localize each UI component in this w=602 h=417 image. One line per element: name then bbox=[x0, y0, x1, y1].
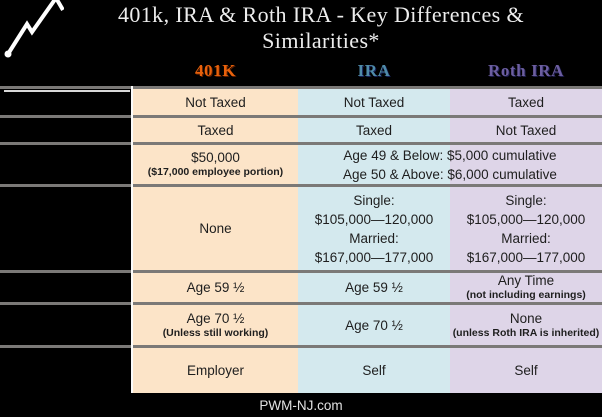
cell-main-text: None bbox=[509, 310, 543, 326]
row-label-redacted bbox=[0, 89, 133, 115]
cell-r7-401k: Employer bbox=[133, 348, 298, 393]
row-label-redacted bbox=[0, 273, 133, 302]
cell-r1-roth: Taxed bbox=[450, 89, 602, 115]
page-title: 401k, IRA & Roth IRA - Key Differences &… bbox=[117, 1, 525, 53]
cell-r7-ira: Self bbox=[298, 348, 450, 393]
cell-r7-roth: Self bbox=[450, 348, 602, 393]
merged-cell-text: Age 49 & Below: $5,000 cumulative Age 50… bbox=[343, 147, 557, 182]
table-row-income-limits: None Single: $105,000—120,000 Married: $… bbox=[0, 184, 602, 270]
table-row-contribution-limits: $50,000 ($17,000 employee portion) Age 4… bbox=[0, 142, 602, 184]
row-label-redacted bbox=[0, 145, 133, 184]
cell-r2-roth: Not Taxed bbox=[450, 118, 602, 142]
cell-r3-401k: $50,000 ($17,000 employee portion) bbox=[133, 145, 298, 184]
cell-r6-ira: Age 70 ½ bbox=[298, 305, 450, 345]
cell-r4-ira: Single: $105,000—120,000 Married: $167,0… bbox=[298, 187, 450, 270]
cell-r5-ira: Age 59 ½ bbox=[298, 273, 450, 302]
cell-r6-401k: Age 70 ½ (Unless still working) bbox=[133, 305, 298, 345]
cell-sub-text: (unless Roth IRA is inherited) bbox=[452, 326, 600, 339]
cell-sub-text: (not including earnings) bbox=[466, 289, 586, 301]
merged-cell-backgrounds bbox=[298, 145, 602, 184]
table-row-required-distributions: Age 70 ½ (Unless still working) Age 70 ½… bbox=[0, 302, 602, 345]
table-row-sponsor: Employer Self Self bbox=[0, 345, 602, 393]
website-text: PWM-NJ.com bbox=[259, 397, 343, 413]
table-row-tax-contributions: Not Taxed Not Taxed Taxed bbox=[0, 86, 602, 115]
row-label-redacted bbox=[0, 305, 133, 345]
cell-r4-roth: Single: $105,000—120,000 Married: $167,0… bbox=[450, 187, 602, 270]
cell-sub-text: (Unless still working) bbox=[162, 326, 269, 339]
cell-r4-401k: None bbox=[133, 187, 298, 270]
table-row-withdrawal-age: Age 59 ½ Age 59 ½ Any Time (not includin… bbox=[0, 270, 602, 302]
column-header-401k: 401K bbox=[194, 60, 237, 80]
cell-sub-text: ($17,000 employee portion) bbox=[147, 166, 284, 178]
cell-r2-401k: Taxed bbox=[133, 118, 298, 142]
column-headers: 401K IRA Roth IRA bbox=[0, 55, 602, 86]
row-label-redacted bbox=[0, 118, 133, 142]
table-row-tax-withdrawals: Taxed Taxed Not Taxed bbox=[0, 115, 602, 142]
cell-r1-ira: Not Taxed bbox=[298, 89, 450, 115]
row-label-redacted bbox=[0, 348, 133, 393]
column-header-spacer bbox=[0, 55, 133, 86]
row-label-redacted bbox=[0, 187, 133, 270]
cell-r6-roth: None (unless Roth IRA is inherited) bbox=[450, 305, 602, 345]
cell-r3-ira-roth-merged: Age 49 & Below: $5,000 cumulative Age 50… bbox=[298, 145, 602, 184]
trend-line-logo-icon bbox=[4, 0, 64, 58]
left-column-highlight-line bbox=[4, 90, 130, 92]
title-bar: 401k, IRA & Roth IRA - Key Differences &… bbox=[0, 0, 602, 58]
cell-r1-401k: Not Taxed bbox=[133, 89, 298, 115]
column-header-ira: IRA bbox=[357, 60, 391, 80]
cell-main-text: $50,000 bbox=[191, 150, 240, 165]
cell-r5-roth: Any Time (not including earnings) bbox=[450, 273, 602, 302]
label-column-divider-line bbox=[131, 86, 133, 393]
comparison-table: Not Taxed Not Taxed Taxed Taxed Taxed No… bbox=[0, 86, 602, 393]
column-header-roth: Roth IRA bbox=[487, 60, 565, 80]
cell-r2-ira: Taxed bbox=[298, 118, 450, 142]
cell-r5-401k: Age 59 ½ bbox=[133, 273, 298, 302]
cell-main-text: Any Time bbox=[497, 273, 555, 288]
footer-bar: PWM-NJ.com bbox=[0, 393, 602, 417]
cell-main-text: Age 70 ½ bbox=[186, 310, 245, 326]
